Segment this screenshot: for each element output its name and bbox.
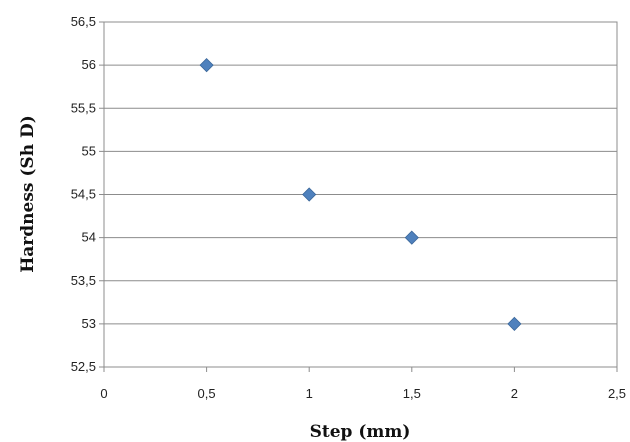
y-tick-labels: 52,5 53 53,5 54 54,5 55 55,5 56 56,5 <box>71 14 96 374</box>
axis-layer <box>99 21 618 372</box>
x-tick-label: 2 <box>511 386 518 401</box>
y-tick-label: 54 <box>82 230 96 245</box>
x-tick-label: 0,5 <box>198 386 216 401</box>
plot-area-border <box>103 21 618 368</box>
data-point <box>404 230 419 245</box>
x-tick-label: 1 <box>306 386 313 401</box>
data-point <box>302 187 317 202</box>
y-tick-label: 53,5 <box>71 273 96 288</box>
y-tick-label: 52,5 <box>71 359 96 374</box>
data-points <box>199 58 522 331</box>
y-axis-title: Hardness (Sh D) <box>18 115 38 273</box>
x-axis-title: Step (mm) <box>310 422 411 442</box>
x-tick-labels: 0 0,5 1 1,5 2 2,5 <box>100 386 626 401</box>
y-tick-label: 55,5 <box>71 100 96 115</box>
y-tick-label: 56,5 <box>71 14 96 29</box>
y-tick-label: 53 <box>82 316 96 331</box>
y-tick-label: 54,5 <box>71 187 96 202</box>
y-tick-label: 56 <box>82 57 96 72</box>
data-point <box>199 58 214 73</box>
x-tick-label: 2,5 <box>608 386 626 401</box>
x-tick-label: 1,5 <box>403 386 421 401</box>
y-tick-label: 55 <box>82 143 96 158</box>
x-tick-label: 0 <box>100 386 107 401</box>
data-point <box>507 316 522 331</box>
grid-layer <box>104 21 617 368</box>
